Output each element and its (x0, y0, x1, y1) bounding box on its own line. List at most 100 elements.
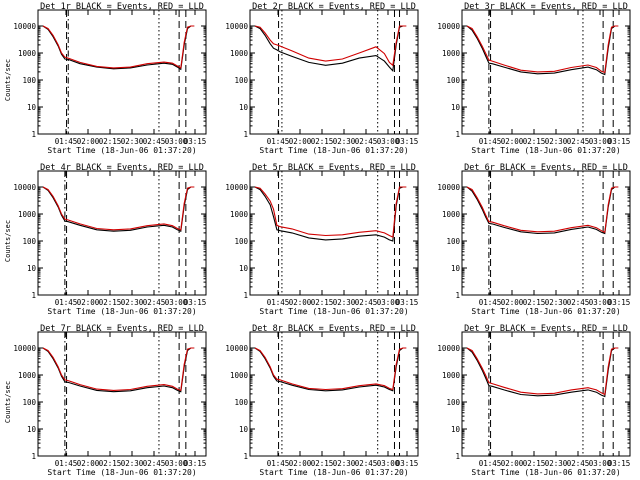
x-axis-label: Start Time (18-Jun-06 01:37:20) (471, 468, 620, 477)
series-line-lld (254, 25, 407, 67)
x-tick-label: 02:45 (143, 459, 166, 468)
y-tick-label: 10000 (437, 22, 460, 31)
y-tick-label: 10000 (437, 183, 460, 192)
x-tick-label: 02:15 (99, 298, 122, 307)
x-axis-label: Start Time (18-Jun-06 01:37:20) (47, 307, 196, 316)
y-tick-label: 100 (446, 237, 460, 246)
y-tick-label: 1 (243, 452, 248, 461)
y-tick-label: 10 (27, 425, 37, 434)
x-tick-label: 02:30 (333, 137, 356, 146)
x-tick-label: 03:15 (184, 137, 207, 146)
y-tick-label: 1 (31, 452, 36, 461)
y-tick-label: 100 (446, 76, 460, 85)
x-tick-label: 02:30 (121, 459, 144, 468)
series-line-lld (254, 186, 407, 238)
y-tick-label: 100 (446, 398, 460, 407)
y-tick-label: 1 (31, 291, 36, 300)
series-line-lld (466, 25, 619, 74)
series-line-events (254, 347, 407, 392)
x-tick-label: 02:30 (545, 298, 568, 307)
y-tick-label: 100 (22, 398, 36, 407)
x-tick-label: 02:00 (501, 137, 524, 146)
x-tick-label: 02:45 (355, 298, 378, 307)
x-tick-label: 02:30 (333, 459, 356, 468)
x-tick-label: 02:30 (545, 459, 568, 468)
plot-title: Det 7r BLACK = Events, RED = LLD (40, 324, 204, 334)
y-axis-label: Counts/sec (4, 220, 12, 262)
x-tick-label: 02:00 (501, 459, 524, 468)
y-tick-label: 1 (243, 291, 248, 300)
x-tick-label: 03:15 (396, 137, 419, 146)
series-line-lld (42, 347, 195, 392)
x-tick-label: 03:15 (396, 298, 419, 307)
x-tick-label: 03:00 (165, 137, 188, 146)
y-tick-label: 10 (451, 425, 461, 434)
plot-frame (249, 331, 419, 457)
plot-title: Det 5r BLACK = Events, RED = LLD (252, 163, 416, 173)
y-tick-label: 1000 (230, 49, 249, 58)
x-tick-label: 02:45 (355, 459, 378, 468)
x-tick-label: 03:15 (608, 459, 631, 468)
plot-title: Det 8r BLACK = Events, RED = LLD (252, 324, 416, 334)
plot-panel-7: Det 7r BLACK = Events, RED = LLD 1 10 100 10… (4, 324, 207, 477)
series-line-lld (466, 186, 619, 234)
y-tick-label: 10 (239, 264, 249, 273)
y-tick-label: 10 (27, 103, 37, 112)
y-tick-label: 1000 (442, 210, 461, 219)
x-tick-label: 02:45 (143, 137, 166, 146)
y-tick-label: 10000 (225, 22, 248, 31)
x-tick-label: 02:45 (567, 137, 590, 146)
y-tick-label: 10000 (13, 183, 36, 192)
x-tick-label: 02:00 (77, 459, 100, 468)
y-axis-label: Counts/sec (4, 59, 12, 101)
x-tick-label: 02:45 (143, 298, 166, 307)
plot-title: Det 3r BLACK = Events, RED = LLD (464, 2, 628, 12)
x-tick-label: 02:30 (333, 298, 356, 307)
x-tick-label: 03:00 (377, 459, 400, 468)
y-tick-label: 1000 (442, 371, 461, 380)
y-tick-label: 1 (31, 130, 36, 139)
series-line-lld (466, 347, 619, 396)
y-tick-label: 10000 (225, 344, 248, 353)
series-line-events (42, 347, 195, 393)
x-tick-label: 03:00 (165, 298, 188, 307)
plot-title: Det 4r BLACK = Events, RED = LLD (40, 163, 204, 173)
x-tick-label: 03:00 (589, 459, 612, 468)
y-tick-label: 1000 (230, 210, 249, 219)
plot-area (254, 332, 407, 456)
x-tick-label: 02:45 (567, 298, 590, 307)
x-tick-label: 02:00 (289, 459, 312, 468)
plot-area (254, 10, 407, 134)
x-tick-label: 02:00 (77, 298, 100, 307)
x-tick-label: 01:45 (479, 459, 502, 468)
y-tick-label: 10 (451, 264, 461, 273)
x-tick-label: 02:15 (523, 459, 546, 468)
x-tick-label: 02:00 (501, 298, 524, 307)
y-tick-label: 1000 (18, 49, 37, 58)
x-axis-label: Start Time (18-Jun-06 01:37:20) (47, 468, 196, 477)
y-tick-label: 100 (234, 76, 248, 85)
plot-title: Det 2r BLACK = Events, RED = LLD (252, 2, 416, 12)
y-tick-label: 10 (239, 103, 249, 112)
x-tick-label: 02:30 (545, 137, 568, 146)
y-tick-label: 100 (234, 237, 248, 246)
plot-frame (249, 9, 419, 135)
plot-title: Det 9r BLACK = Events, RED = LLD (464, 324, 628, 334)
x-tick-label: 03:15 (608, 298, 631, 307)
x-tick-label: 02:30 (121, 298, 144, 307)
x-tick-label: 01:45 (55, 137, 78, 146)
plot-panel-9: Det 9r BLACK = Events, RED = LLD 1 10 100 10… (437, 324, 631, 477)
series-line-lld (42, 25, 195, 69)
y-tick-label: 10 (27, 264, 37, 273)
x-tick-label: 02:15 (523, 137, 546, 146)
series-line-lld (254, 347, 407, 391)
y-tick-label: 10000 (13, 344, 36, 353)
x-tick-label: 01:45 (55, 459, 78, 468)
plot-panel-8: Det 8r BLACK = Events, RED = LLD 1 10 100 10… (225, 324, 419, 477)
y-tick-label: 10000 (437, 344, 460, 353)
x-tick-label: 03:00 (377, 298, 400, 307)
y-tick-label: 10 (451, 103, 461, 112)
plot-panel-3: Det 3r BLACK = Events, RED = LLD 1 10 100 10… (437, 2, 631, 155)
plot-area (466, 10, 619, 134)
